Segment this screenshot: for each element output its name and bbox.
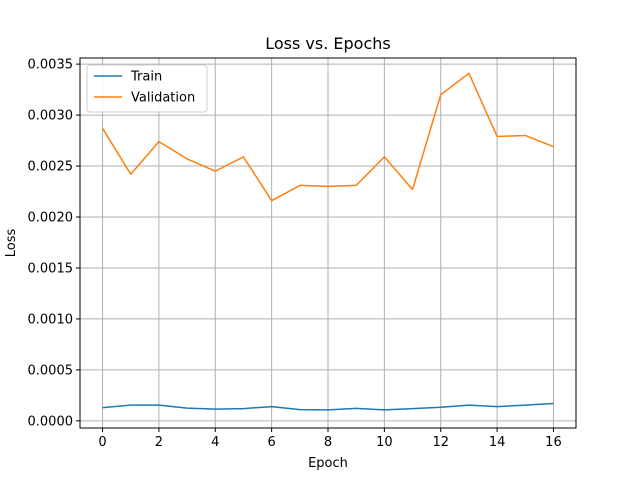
- x-tick-label: 0: [98, 435, 106, 450]
- y-tick-label: 0.0010: [28, 312, 74, 327]
- y-tick-label: 0.0035: [28, 58, 74, 73]
- train-series-line: [102, 402, 554, 411]
- y-tick-label: 0.0005: [28, 363, 74, 378]
- chart-title: Loss vs. Epochs: [265, 34, 390, 53]
- y-axis-title: Loss: [4, 229, 19, 258]
- x-tick-label: 4: [211, 435, 219, 450]
- legend: Train Validation: [86, 64, 208, 113]
- legend-label-train: Train: [130, 70, 162, 85]
- x-tick-label: 6: [267, 435, 275, 450]
- legend-label-validation: Validation: [131, 91, 195, 106]
- y-tick-label: 0.0000: [28, 414, 74, 429]
- x-tick-label: 12: [432, 435, 449, 450]
- y-axis: 0.0000 0.0005 0.0010 0.0015 0.0020 0.0025 0.00…: [28, 58, 80, 429]
- x-tick-label: 14: [489, 435, 506, 450]
- validation-series-line: [101, 72, 554, 202]
- series-lines: [101, 72, 554, 411]
- x-axis: 0 2 4 6 8 10 12 14 16: [98, 428, 562, 450]
- x-tick-label: 8: [324, 435, 332, 450]
- x-axis-title: Epoch: [308, 456, 348, 471]
- x-tick-label: 10: [376, 435, 393, 450]
- y-tick-label: 0.0015: [28, 261, 74, 276]
- x-tick-label: 2: [155, 435, 163, 450]
- y-tick-label: 0.0030: [28, 109, 74, 124]
- grid: [80, 58, 576, 428]
- y-tick-label: 0.0025: [28, 160, 74, 175]
- x-tick-label: 16: [545, 435, 562, 450]
- y-tick-label: 0.0020: [28, 211, 74, 226]
